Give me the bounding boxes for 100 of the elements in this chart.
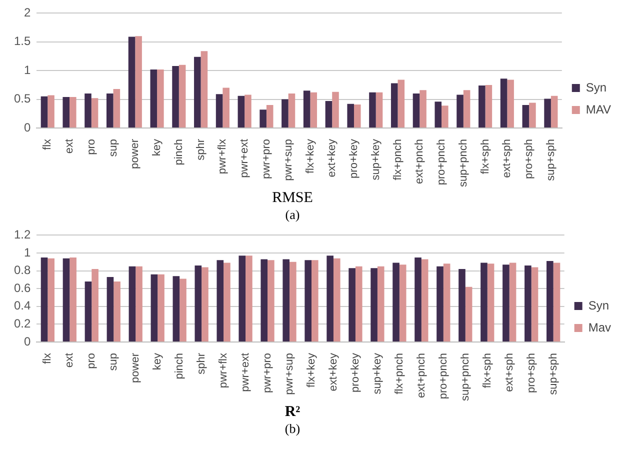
bar — [282, 259, 290, 342]
bar — [480, 262, 488, 342]
bar — [434, 102, 442, 128]
bar — [260, 259, 268, 342]
bar — [238, 256, 246, 342]
legend-label: MAV — [586, 102, 612, 116]
bar — [135, 36, 142, 128]
bar — [128, 36, 136, 128]
x-tick-label: pwr+pro — [260, 138, 272, 180]
x-tick-label: pwr+flx — [218, 352, 230, 388]
x-tick-label: pro — [86, 352, 98, 369]
bar — [553, 262, 560, 342]
x-tick-label: pro+pnch — [437, 352, 450, 400]
bar — [238, 96, 245, 128]
x-tick-label: flx+key — [304, 138, 316, 174]
bar — [216, 94, 223, 128]
x-tick-label: pro+sph — [525, 352, 538, 394]
x-tick-label: ext+key — [326, 138, 338, 178]
bar — [194, 265, 202, 342]
bar — [348, 268, 356, 342]
y-tick-label: 0.8 — [14, 263, 31, 278]
bar — [113, 88, 120, 128]
bar — [420, 90, 426, 128]
bar — [92, 269, 98, 342]
x-tick-label: power — [129, 138, 142, 169]
bar — [260, 110, 266, 128]
bar — [546, 261, 554, 342]
x-tick-label: key — [152, 352, 164, 370]
y-tick-label: 0.2 — [14, 316, 31, 330]
x-tick-label: sphr — [196, 352, 208, 374]
y-tick-label: 0 — [24, 120, 31, 134]
y-tick-label: 1 — [24, 62, 31, 77]
bar — [172, 66, 179, 128]
bar — [70, 257, 76, 342]
bar — [70, 96, 76, 128]
legend-label: Syn — [588, 298, 610, 312]
legend-label: Syn — [586, 80, 607, 94]
bar — [326, 256, 334, 342]
y-tick-label: 0.4 — [14, 298, 31, 313]
x-tick-label: pro — [85, 138, 98, 155]
x-tick-label: sup — [108, 352, 120, 371]
x-tick-label: sup+pnch — [457, 138, 470, 188]
bar — [180, 278, 186, 342]
x-tick-label: sup+sph — [547, 352, 560, 395]
x-tick-label: flx+pnch — [393, 352, 406, 394]
x-tick-label: pro+key — [350, 352, 362, 392]
bar — [399, 264, 406, 342]
x-tick-label: sup+key — [371, 352, 384, 394]
bar — [244, 94, 252, 128]
bar — [421, 259, 428, 342]
bar — [355, 266, 362, 342]
y-tick-label: 1.5 — [14, 34, 31, 48]
bar — [150, 274, 158, 342]
bar — [200, 51, 208, 128]
bar — [290, 262, 296, 342]
y-tick-label: 1 — [24, 245, 31, 260]
x-tick-label: pwr+ext — [238, 138, 251, 178]
bar — [157, 69, 164, 128]
y-tick-label: 0.6 — [14, 280, 31, 295]
bar — [544, 98, 551, 128]
x-tick-label: ext+pnch — [415, 352, 428, 398]
x-tick-label: pwr+sup — [282, 138, 294, 181]
x-tick-label: sup+pnch — [459, 352, 472, 402]
bar — [507, 80, 514, 128]
bar — [136, 266, 142, 342]
bar — [158, 274, 164, 342]
x-tick-label: sup — [107, 138, 120, 157]
y-tick-label: 2 — [24, 6, 31, 20]
bar — [194, 56, 201, 128]
bar — [436, 266, 444, 342]
bar — [48, 95, 54, 128]
x-tick-label: power — [130, 352, 142, 383]
bar — [304, 260, 312, 342]
bar — [332, 92, 339, 128]
bar — [268, 260, 274, 342]
text: RMSE — [271, 190, 314, 207]
bar — [529, 102, 536, 128]
x-tick-label: key — [151, 138, 164, 156]
bar — [354, 104, 361, 128]
bar — [91, 98, 98, 128]
x-tick-label: pwr+flx — [216, 138, 229, 174]
bar — [465, 286, 472, 342]
bar — [106, 277, 114, 342]
x-tick-label: ext+pnch — [414, 138, 426, 184]
legend-label: Mav — [588, 320, 611, 334]
bar — [487, 264, 494, 342]
bar — [266, 105, 274, 128]
bar — [84, 94, 92, 128]
bar — [62, 258, 70, 342]
x-tick-label: ext — [64, 352, 76, 368]
x-tick-label: flx — [42, 138, 54, 150]
x-tick-label: sup+sph — [544, 138, 557, 181]
x-tick-label: flx+key — [306, 352, 318, 388]
bar — [325, 101, 332, 128]
bar — [370, 268, 378, 342]
x-tick-label: pwr+sup — [284, 352, 296, 395]
bar — [84, 281, 92, 342]
x-tick-label: ext — [64, 138, 76, 154]
text: (b) — [284, 421, 302, 436]
bar — [458, 269, 466, 342]
